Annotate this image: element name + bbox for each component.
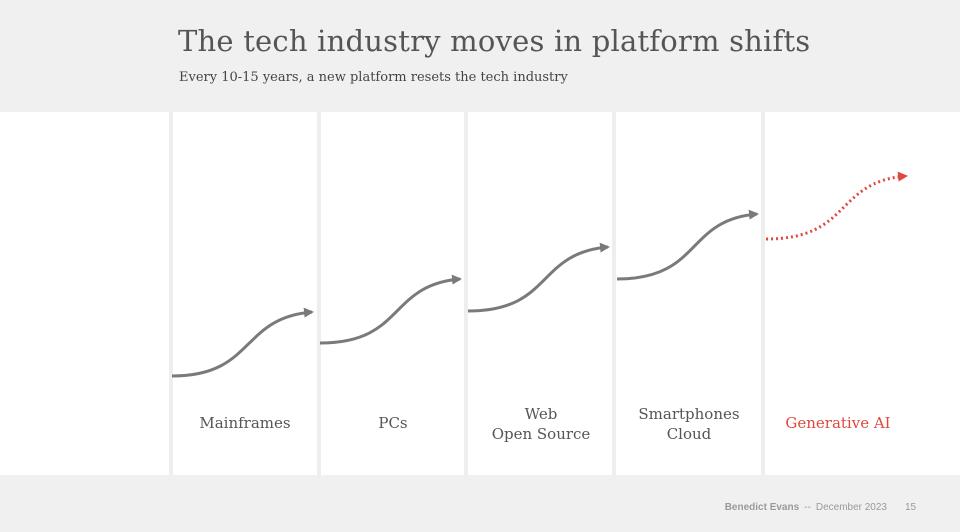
s-curve-mainframes — [171, 307, 314, 378]
footer-credit: Benedict Evans -- December 2023 — [725, 502, 887, 513]
s-curve-pcs — [319, 274, 462, 345]
column-divider — [612, 112, 616, 475]
footer-separator: -- — [804, 502, 811, 513]
footer-date: December 2023 — [815, 502, 887, 513]
slide-subtitle: Every 10-15 years, a new platform resets… — [179, 70, 568, 85]
column-divider — [761, 112, 765, 475]
s-curve-web — [467, 242, 610, 313]
s-curve-generative-ai — [765, 171, 908, 241]
s-curve-smartphones — [616, 209, 759, 281]
slide-footer — [0, 475, 960, 532]
footer-author: Benedict Evans — [724, 502, 800, 513]
slide-title: The tech industry moves in platform shif… — [178, 24, 811, 58]
slide-header — [0, 0, 960, 112]
platform-label-pcs: PCs — [378, 414, 408, 432]
column-divider — [317, 112, 321, 475]
column-divider — [464, 112, 468, 475]
platform-label-smartphones: Smartphones Cloud — [638, 405, 740, 443]
page-number: 15 — [905, 502, 917, 513]
platform-label-mainframes: Mainframes — [199, 414, 291, 432]
column-divider — [169, 112, 173, 475]
platform-label-web: Web Open Source — [491, 405, 591, 443]
diagram-area — [0, 112, 960, 475]
platform-label-generative-ai: Generative AI — [785, 414, 891, 432]
